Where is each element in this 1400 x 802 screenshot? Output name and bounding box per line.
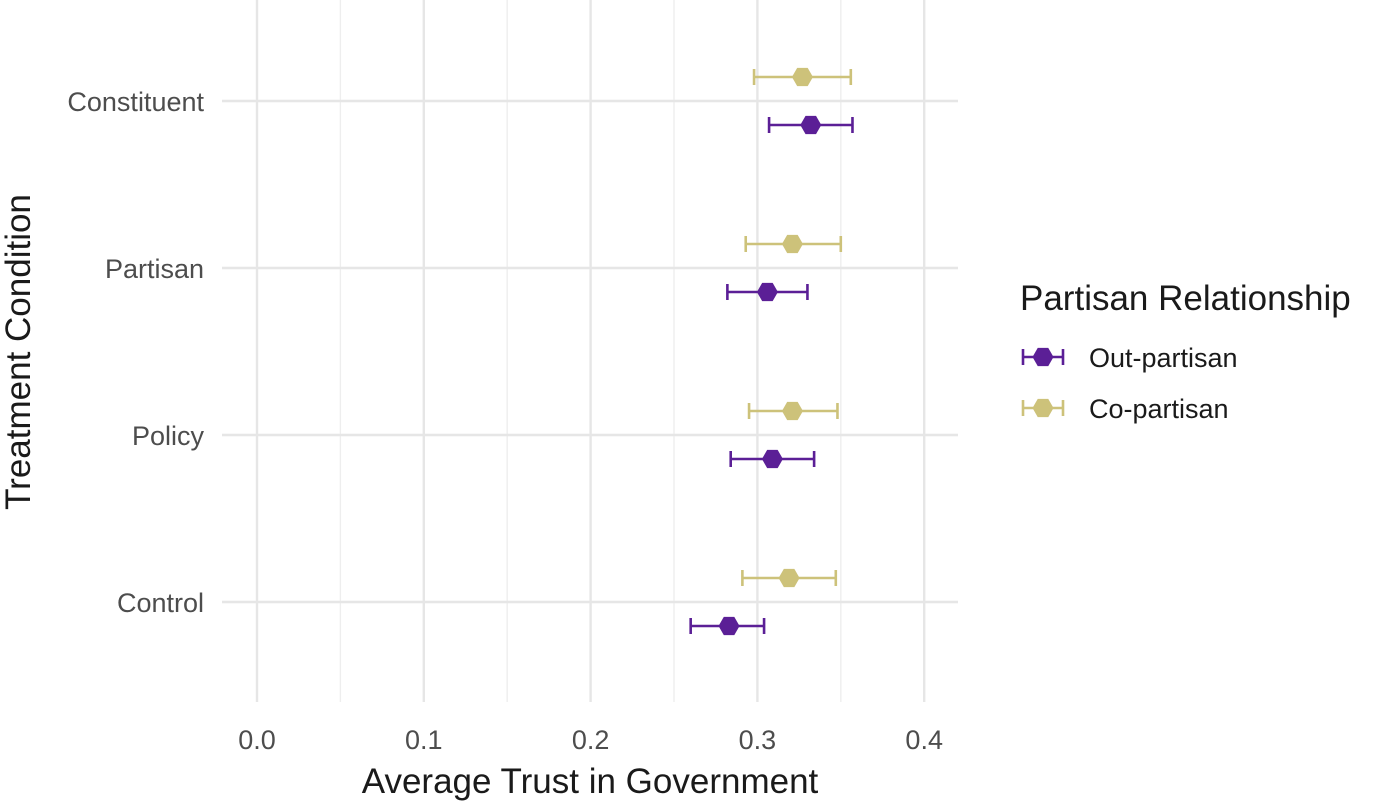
legend-items: Out-partisan Co-partisan bbox=[1021, 343, 1238, 424]
y-tick-label: Control bbox=[117, 588, 204, 618]
data-point bbox=[756, 282, 778, 302]
series-out-partisan bbox=[689, 115, 854, 636]
series-co-partisan bbox=[741, 67, 853, 588]
data-point bbox=[791, 67, 813, 87]
y-tick-label: Partisan bbox=[105, 254, 204, 284]
legend: Partisan Relationship Out-partisan Co-par… bbox=[1020, 279, 1351, 424]
data-point bbox=[781, 234, 803, 254]
legend-key-point bbox=[1032, 398, 1054, 418]
data-point bbox=[761, 449, 783, 469]
legend-item: Co-partisan bbox=[1021, 394, 1229, 424]
x-axis-title: Average Trust in Government bbox=[362, 762, 819, 801]
legend-title: Partisan Relationship bbox=[1020, 279, 1351, 318]
data-point bbox=[778, 568, 800, 588]
x-tick-label: 0.3 bbox=[739, 725, 777, 755]
x-axis-ticks: 0.0 0.1 0.2 0.3 0.4 bbox=[238, 725, 943, 755]
grid bbox=[222, 0, 958, 702]
data-point bbox=[718, 616, 740, 636]
y-axis-ticks: Constituent Partisan Policy Control bbox=[67, 87, 204, 618]
x-tick-label: 0.0 bbox=[238, 725, 276, 755]
data-point bbox=[800, 115, 822, 135]
data-point bbox=[781, 401, 803, 421]
x-tick-label: 0.1 bbox=[405, 725, 443, 755]
legend-label: Out-partisan bbox=[1089, 343, 1238, 373]
y-tick-label: Constituent bbox=[67, 87, 204, 117]
data-marks bbox=[689, 67, 854, 636]
legend-key-point bbox=[1032, 347, 1054, 367]
legend-item: Out-partisan bbox=[1021, 343, 1238, 373]
x-tick-label: 0.2 bbox=[572, 725, 610, 755]
y-axis-title: Treatment Condition bbox=[0, 194, 38, 510]
y-tick-label: Policy bbox=[132, 421, 205, 451]
x-tick-label: 0.4 bbox=[905, 725, 943, 755]
legend-label: Co-partisan bbox=[1089, 394, 1229, 424]
